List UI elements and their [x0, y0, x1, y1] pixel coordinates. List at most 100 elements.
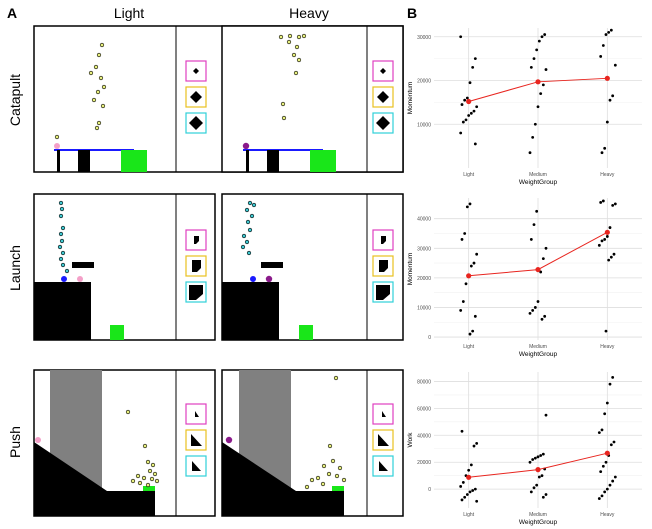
data-point: [603, 412, 607, 416]
floating-platform: [72, 262, 94, 268]
data-point: [468, 202, 472, 206]
data-point: [475, 441, 479, 445]
data-point: [600, 428, 604, 432]
data-point: [468, 490, 472, 494]
mean-point: [535, 266, 541, 273]
wedge-tool-medium-icon: [191, 434, 202, 446]
data-point: [467, 468, 471, 472]
ball: [250, 276, 256, 282]
data-point: [465, 205, 469, 209]
mean-point: [466, 474, 472, 480]
data-point: [540, 35, 544, 39]
x-tick-label: Medium: [529, 172, 547, 178]
column-header-light: Light: [114, 5, 144, 21]
block-tool-small-icon: [381, 236, 386, 244]
data-point: [611, 94, 615, 98]
data-point: [469, 264, 473, 268]
block-tool-medium-icon: [192, 260, 201, 272]
scene-launch-light: [33, 193, 216, 341]
data-point: [604, 460, 608, 464]
trajectory-dots: [54, 42, 107, 140]
y-tick-label: 40000: [417, 217, 431, 223]
launch-ledge: [34, 282, 91, 340]
data-point: [544, 413, 548, 417]
data-point: [613, 63, 617, 67]
x-tick-label: Light: [463, 172, 474, 178]
mean-point: [604, 450, 610, 456]
data-point: [601, 199, 605, 203]
x-tick-label: Heavy: [600, 344, 615, 350]
data-point: [543, 33, 547, 36]
wedge-tool-large-icon: [192, 461, 201, 471]
data-point: [465, 493, 469, 496]
data-point: [475, 499, 479, 503]
ramp: [34, 442, 155, 516]
data-point: [469, 111, 473, 115]
data-point: [464, 118, 468, 122]
data-point: [613, 475, 617, 479]
data-point: [603, 490, 607, 494]
data-point: [533, 122, 537, 126]
goal-region: [310, 150, 336, 172]
data-point: [473, 487, 477, 491]
diamond-tool-large-icon: [189, 116, 203, 130]
data-point: [613, 202, 617, 206]
data-point: [599, 470, 603, 474]
data-point: [543, 314, 547, 318]
data-point: [597, 497, 601, 500]
data-point: [533, 306, 537, 309]
goal-region: [143, 486, 155, 491]
data-point: [460, 429, 464, 433]
data-point: [609, 255, 613, 259]
x-tick-label: Light: [463, 344, 474, 350]
data-point: [540, 317, 544, 321]
x-tick-label: Heavy: [600, 512, 615, 518]
block-tool-small-icon: [194, 236, 199, 244]
data-point: [533, 456, 537, 460]
data-point: [541, 257, 545, 261]
panel-label-b: B: [407, 5, 417, 21]
catapult-left-support: [57, 150, 60, 172]
catapult-fulcrum: [78, 150, 90, 172]
chart-push-work: 0 20000 40000 60000 80000 Light Medium Heavy Wei…: [407, 372, 642, 526]
y-tick-label: 10000: [417, 122, 431, 128]
wedge-tool-small-icon: [382, 411, 386, 417]
data-point: [471, 489, 475, 492]
row-label-push: Push: [7, 426, 23, 458]
y-tick-label: 20000: [417, 460, 431, 466]
x-axis-title: WeightGroup: [519, 519, 558, 526]
data-point: [603, 238, 607, 241]
data-point: [535, 48, 539, 52]
data-point: [459, 131, 463, 135]
data-point: [604, 329, 608, 333]
y-tick-label: 0: [428, 487, 431, 493]
data-point: [604, 33, 608, 36]
x-tick-label: Heavy: [600, 172, 615, 178]
data-point: [537, 475, 541, 479]
data-point: [461, 481, 465, 484]
data-point: [599, 55, 603, 58]
goal-region: [110, 325, 124, 340]
catapult-fulcrum: [267, 150, 279, 172]
data-point: [473, 314, 477, 318]
data-point: [541, 83, 545, 87]
ball: [242, 142, 250, 150]
trajectory-dots: [125, 409, 160, 488]
data-point: [531, 135, 535, 139]
data-point: [601, 464, 605, 468]
scene-push-light: [33, 369, 216, 517]
y-tick-label: 30000: [417, 35, 431, 41]
data-point: [532, 486, 536, 490]
data-point: [605, 235, 609, 238]
data-point: [475, 105, 479, 109]
data-point: [599, 201, 603, 204]
data-point: [537, 39, 541, 43]
data-point: [612, 252, 616, 256]
data-point: [461, 300, 465, 303]
block-tool-large-icon: [376, 285, 390, 300]
scene-catapult-heavy: [221, 25, 404, 173]
x-axis-title: WeightGroup: [519, 351, 558, 358]
data-point: [605, 487, 609, 491]
trajectory-dots: [278, 33, 307, 121]
